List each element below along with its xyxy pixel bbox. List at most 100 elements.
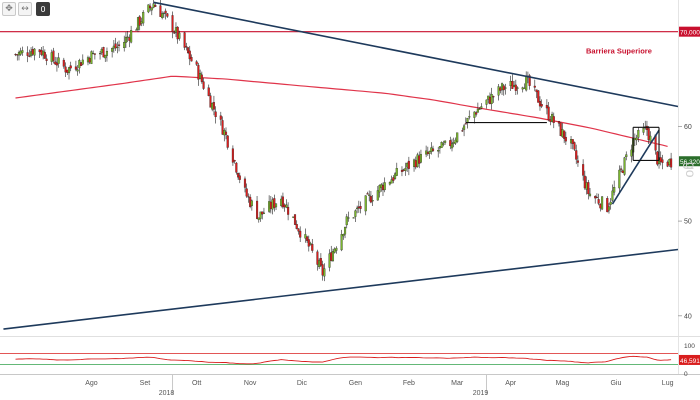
trendline	[153, 1, 679, 108]
candle-body	[328, 253, 331, 268]
candle-body	[645, 125, 648, 130]
arrows-icon[interactable]: ↔	[18, 2, 32, 16]
candle-body	[135, 29, 138, 31]
moving-average-line	[15, 75, 668, 147]
trendline	[3, 248, 679, 330]
candle-body	[371, 200, 374, 202]
candle-body	[14, 53, 17, 56]
candle-body	[214, 111, 217, 118]
candle-body	[271, 199, 274, 210]
candle-body	[418, 155, 421, 164]
candle-body	[395, 168, 398, 176]
reset-button[interactable]: 0	[36, 2, 50, 16]
candle-body	[323, 268, 326, 277]
candle-body	[243, 178, 247, 188]
candle-body	[162, 12, 165, 15]
candle-body	[521, 87, 524, 90]
candle-body	[199, 73, 202, 80]
candle-body	[174, 27, 178, 33]
candle-body	[186, 47, 190, 54]
y-tick-label: 50	[684, 219, 692, 226]
candle-body	[166, 13, 169, 17]
resistance-price-badge: 70,0000	[680, 30, 700, 37]
candle-body	[202, 81, 205, 89]
candle-body	[438, 146, 441, 149]
candle-body	[625, 154, 628, 158]
candle-body	[76, 69, 79, 72]
candle-body	[582, 164, 585, 176]
osc-badge-bg	[679, 354, 700, 365]
candle-body	[178, 32, 181, 39]
x-tick-label: Lug	[662, 380, 674, 387]
candle-body	[485, 99, 488, 105]
candle-body	[283, 204, 286, 208]
candle-body	[223, 130, 226, 136]
candle-body	[499, 87, 502, 91]
candle-body	[233, 160, 236, 162]
candle-body	[273, 198, 276, 208]
crosshair-icon[interactable]: ✥	[2, 2, 16, 16]
candle-body	[599, 204, 602, 209]
candle-body	[256, 200, 259, 219]
candle-body	[559, 122, 562, 136]
candle-body	[563, 130, 566, 139]
candle-body	[509, 80, 512, 87]
candle-body	[635, 137, 638, 141]
candle-body	[124, 36, 127, 43]
candle-body	[502, 85, 505, 91]
candle-body	[480, 106, 483, 109]
candle-body	[88, 57, 91, 63]
candle-body	[26, 52, 29, 56]
candle-body	[545, 105, 548, 109]
candle-body	[461, 130, 464, 132]
candle-body	[55, 62, 58, 66]
year-label: 2018	[159, 390, 175, 397]
candle-body	[595, 196, 598, 199]
candle-body	[402, 169, 405, 171]
candle-body	[159, 5, 162, 17]
candle-body	[335, 247, 338, 251]
candle-body	[40, 49, 43, 55]
candle-body	[649, 135, 652, 142]
candle-body	[164, 10, 167, 14]
candle-body	[659, 157, 662, 162]
candle-body	[431, 148, 435, 151]
candle-body	[112, 45, 115, 49]
candle-body	[611, 190, 614, 201]
candle-body	[390, 179, 393, 184]
candle-body	[468, 116, 471, 118]
candle-body	[473, 111, 476, 118]
candle-body	[618, 169, 621, 189]
x-tick-label: Gen	[349, 380, 362, 387]
x-tick-label: Ago	[85, 380, 98, 387]
candle-body	[623, 157, 626, 175]
candle-body	[114, 43, 117, 49]
candle-body	[16, 54, 19, 56]
candle-body	[212, 102, 215, 110]
candle-body	[287, 206, 290, 215]
candle-body	[497, 86, 500, 96]
candle-body	[136, 17, 140, 30]
candle-body	[150, 7, 153, 11]
osc-tick-label: 0	[684, 371, 688, 378]
candle-body	[426, 152, 429, 155]
candle-body	[304, 234, 307, 239]
candle-body	[549, 119, 552, 122]
candle-body	[569, 139, 573, 144]
candle-body	[564, 136, 567, 142]
candle-body	[476, 108, 479, 113]
candle-body	[105, 50, 109, 56]
candle-body	[100, 48, 103, 53]
candle-body	[142, 12, 145, 24]
candle-body	[268, 201, 271, 212]
candle-body	[293, 214, 297, 225]
candle-body	[356, 207, 359, 210]
candle-body	[140, 21, 143, 24]
candle-body	[540, 104, 543, 107]
candle-body	[500, 83, 504, 91]
candle-body	[307, 239, 310, 247]
candle-body	[437, 150, 440, 152]
candle-body	[621, 170, 624, 173]
candle-body	[585, 182, 588, 190]
